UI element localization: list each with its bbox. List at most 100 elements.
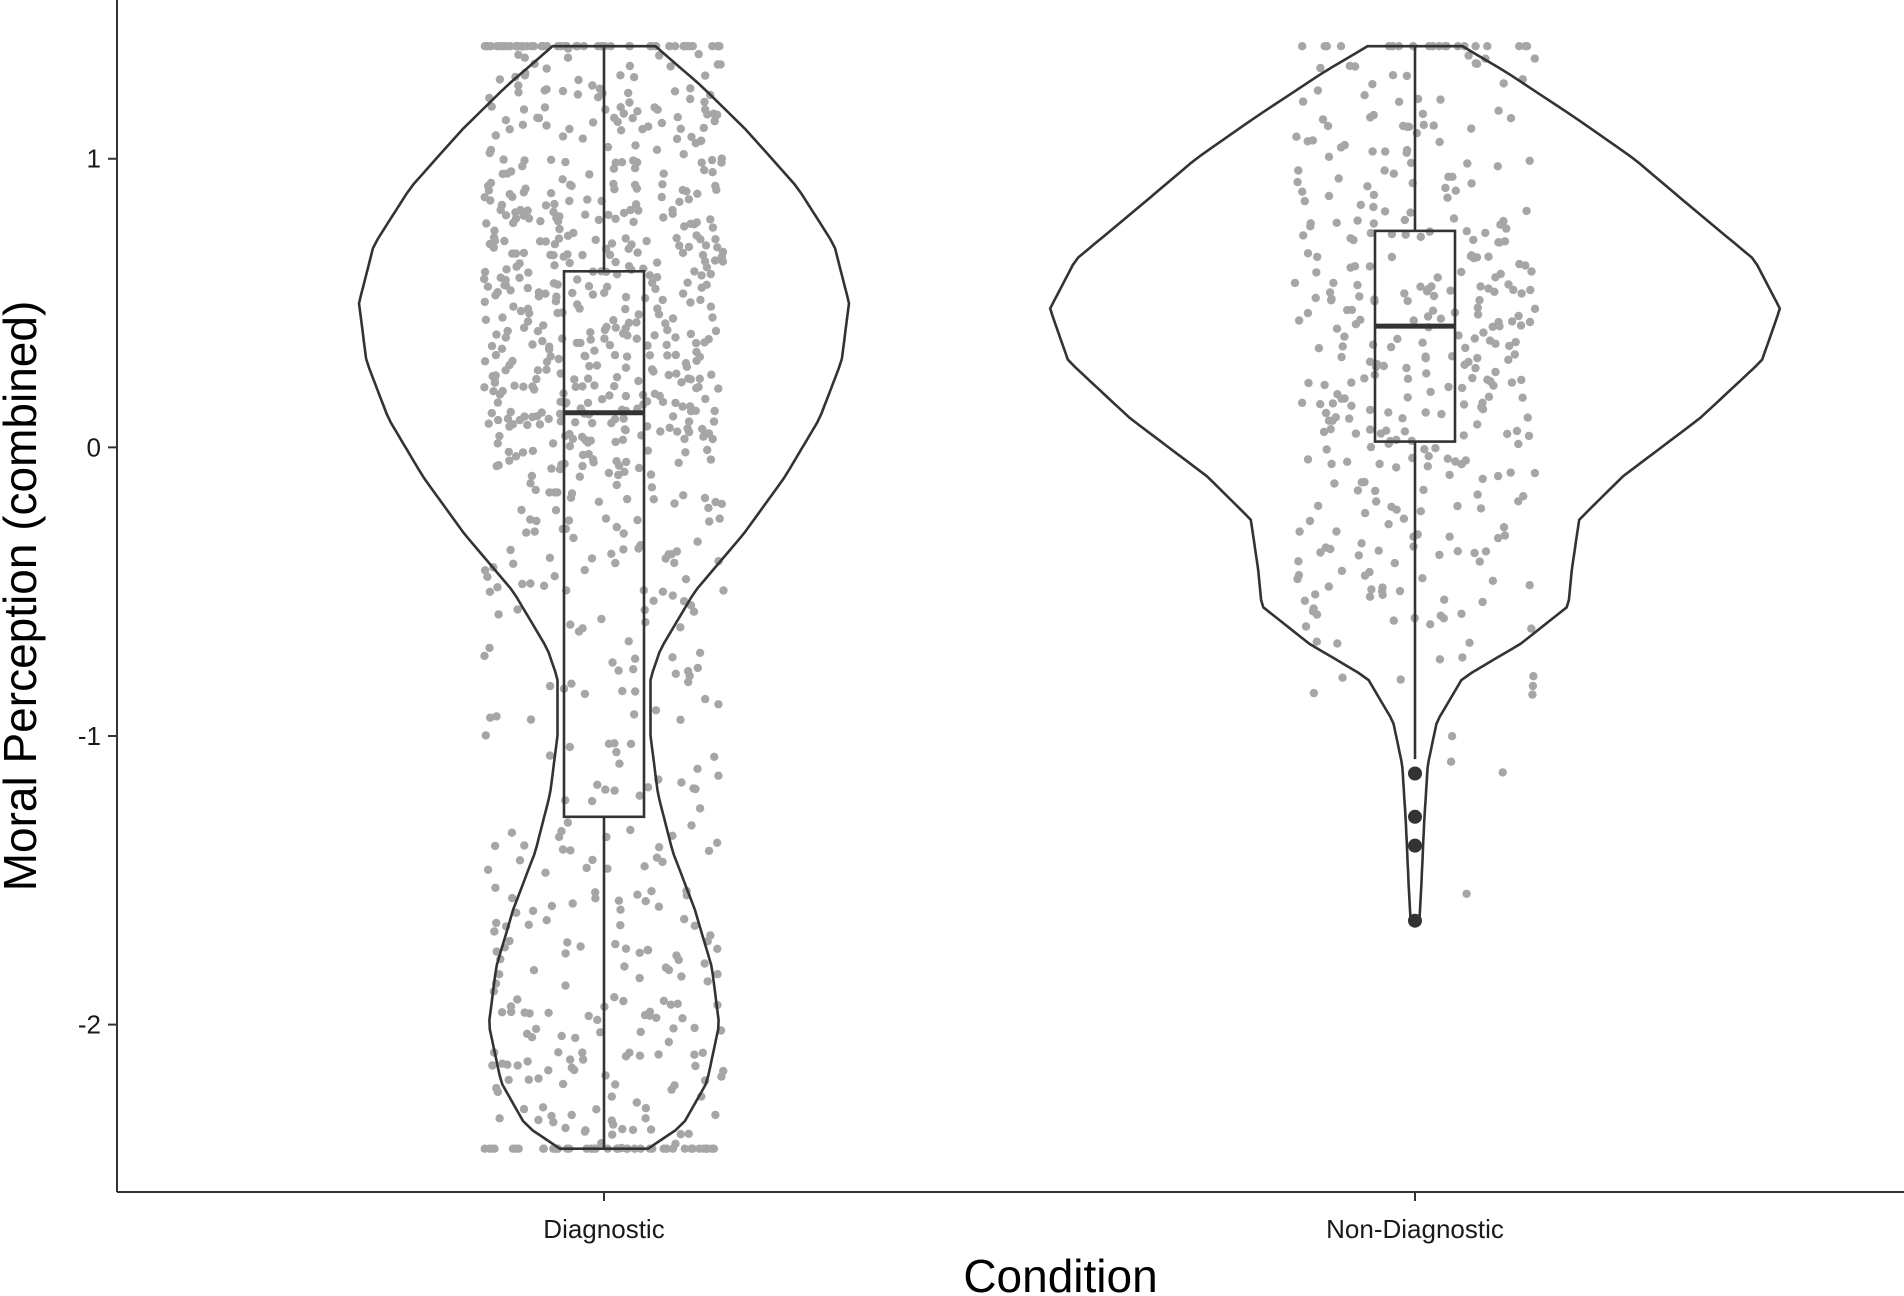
data-point (680, 914, 689, 924)
data-point (530, 59, 539, 69)
data-point (1523, 413, 1532, 422)
data-point (1453, 501, 1462, 511)
data-point (1403, 296, 1412, 306)
data-point (513, 42, 522, 51)
data-point (1484, 392, 1494, 401)
data-point (1340, 332, 1349, 341)
x-axis-ticks: Diagnostic Non-Diagnostic (543, 1192, 1504, 1244)
data-point (673, 113, 682, 122)
data-point (549, 251, 558, 260)
data-point (612, 480, 621, 490)
data-point (480, 566, 490, 575)
data-point (612, 373, 622, 382)
data-point (1464, 51, 1473, 60)
data-point (611, 1080, 620, 1089)
data-point (1404, 122, 1414, 131)
data-point (529, 966, 539, 975)
data-point (1473, 303, 1483, 312)
data-point (518, 579, 527, 589)
data-point (1481, 547, 1491, 556)
data-point (554, 354, 563, 364)
data-point (508, 893, 517, 903)
data-point (643, 783, 653, 792)
data-point (1389, 616, 1399, 625)
data-point (1510, 350, 1520, 359)
data-point (603, 864, 612, 873)
data-point (671, 1139, 680, 1149)
data-point (571, 382, 580, 392)
data-point (504, 447, 513, 457)
data-point (519, 248, 529, 258)
data-point (635, 1051, 645, 1060)
data-point (1393, 334, 1402, 344)
data-point (1494, 106, 1503, 115)
data-point (616, 71, 625, 80)
boxplot (1373, 46, 1457, 928)
data-point (584, 282, 594, 291)
data-point (645, 351, 655, 360)
data-point (531, 485, 540, 495)
data-point (1525, 581, 1534, 590)
data-point (669, 1024, 678, 1033)
data-point (610, 113, 619, 123)
data-point (1517, 289, 1526, 298)
data-point (1294, 557, 1303, 566)
data-point (563, 818, 572, 827)
data-point (674, 458, 683, 467)
data-point (480, 267, 490, 277)
data-point (684, 417, 694, 426)
data-point (693, 764, 702, 773)
data-point (523, 283, 532, 293)
data-point (503, 1060, 512, 1069)
data-point (555, 409, 565, 418)
data-point (1311, 590, 1320, 599)
data-point (675, 197, 684, 206)
data-point (547, 901, 557, 911)
data-point (1515, 42, 1524, 51)
data-point (641, 618, 650, 627)
data-point (1429, 121, 1438, 130)
data-point (490, 236, 500, 245)
data-point (519, 1104, 529, 1114)
data-point (618, 1124, 627, 1134)
data-point (1449, 214, 1459, 223)
data-point (491, 131, 500, 140)
data-point (698, 424, 707, 434)
data-point (631, 200, 641, 209)
data-point (575, 472, 584, 481)
data-point (1312, 268, 1321, 277)
data-point (544, 345, 554, 354)
data-point (618, 435, 628, 444)
data-point (480, 1144, 489, 1153)
data-point (692, 356, 701, 365)
data-point (530, 527, 539, 536)
data-point (534, 1115, 543, 1125)
data-point (701, 71, 710, 80)
violin-outline (1048, 44, 1782, 922)
data-point (700, 165, 709, 175)
data-point (1478, 474, 1487, 484)
data-point (686, 94, 695, 104)
data-point (629, 156, 638, 165)
data-point (565, 258, 574, 268)
jitter-points (480, 42, 728, 1153)
data-point (594, 93, 603, 102)
data-point (631, 141, 640, 150)
data-point (1379, 361, 1389, 371)
data-point (546, 189, 556, 198)
data-point (658, 180, 667, 189)
data-point (544, 414, 553, 424)
y-tick-label: -1 (78, 721, 101, 751)
data-point (580, 689, 590, 699)
data-point (610, 786, 619, 795)
data-point (505, 456, 514, 465)
data-point (615, 759, 624, 768)
data-point (621, 363, 631, 372)
data-point (678, 289, 688, 298)
data-point (679, 150, 688, 159)
data-point (1424, 285, 1433, 294)
data-point (717, 252, 727, 261)
data-point (513, 995, 522, 1004)
data-point (619, 545, 628, 554)
data-point (1347, 401, 1356, 410)
